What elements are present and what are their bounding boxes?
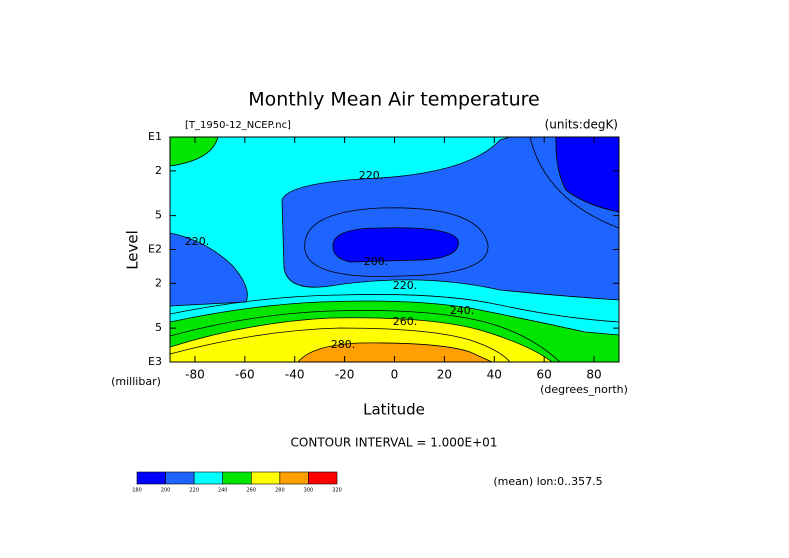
y-tick-label: 5 — [155, 209, 162, 222]
colorbar-label: 300 — [304, 488, 314, 494]
colorbar-swatch — [279, 471, 309, 485]
y-tick-label: 5 — [155, 321, 162, 334]
x-tick-label: 40 — [487, 368, 502, 382]
contour-line — [304, 207, 489, 277]
footer: (mean) lon:0..357.5 — [493, 475, 602, 488]
y-tick-label: 2 — [155, 164, 162, 177]
units-label: (units:degK) — [545, 118, 618, 132]
contour-label: 220. — [359, 169, 384, 182]
contour-line — [170, 310, 561, 362]
colorbar-label: 180 — [132, 488, 142, 494]
contour-line — [529, 137, 619, 229]
contour-label: 220. — [393, 279, 418, 292]
contour-interval: CONTOUR INTERVAL = 1.000E+01 — [291, 436, 498, 450]
contour-region — [297, 342, 493, 362]
x-tick-label: -20 — [335, 368, 355, 382]
y-tick-label: 2 — [155, 276, 162, 289]
y-tick-label: E2 — [148, 243, 162, 256]
y-tick-label: E1 — [148, 130, 162, 143]
contour-label: 260. — [393, 315, 418, 328]
y-unit-label: (millibar) — [111, 375, 161, 388]
y-tick-label: E3 — [148, 355, 162, 368]
contour-line — [170, 327, 511, 362]
x-tick-label: -60 — [235, 368, 255, 382]
x-tick-label: -80 — [185, 368, 205, 382]
x-axis-label: Latitude — [363, 401, 425, 419]
chart-title: Monthly Mean Air temperature — [248, 89, 539, 111]
colorbar-label: 280 — [275, 488, 285, 494]
contour-label: 220. — [185, 235, 210, 248]
colorbar-swatch — [308, 471, 338, 485]
colorbar-label: 200 — [161, 488, 171, 494]
x-tick-label: 0 — [391, 368, 399, 382]
contour-line — [170, 294, 619, 323]
y-axis-label: Level — [124, 230, 142, 270]
colorbar-swatch — [136, 471, 166, 485]
x-tick-label: 60 — [537, 368, 552, 382]
file-label: [T_1950-12_NCEP.nc] — [185, 120, 291, 131]
colorbar-label: 240 — [218, 488, 228, 494]
colorbar-label: 220 — [189, 488, 199, 494]
colorbar-label: 260 — [247, 488, 257, 494]
colorbar-label: 320 — [332, 488, 342, 494]
contour-label: 240. — [450, 304, 475, 317]
colorbar-swatch — [165, 471, 195, 485]
x-tick-label: 80 — [586, 368, 601, 382]
colorbar-swatch — [193, 471, 224, 485]
plot-area: 220. 220. 200. 220. 240. 260. 280. — [170, 137, 619, 362]
colorbar-swatch — [250, 471, 281, 485]
contour-region — [332, 227, 459, 263]
x-unit-label: (degrees_north) — [540, 383, 628, 396]
contour-region — [555, 137, 619, 213]
contour-region — [170, 232, 248, 307]
contour-label: 280. — [331, 338, 356, 351]
x-tick-label: -40 — [285, 368, 305, 382]
x-tick-label: 20 — [437, 368, 452, 382]
colorbar-swatch — [222, 471, 252, 485]
contour-label: 200. — [364, 255, 389, 268]
